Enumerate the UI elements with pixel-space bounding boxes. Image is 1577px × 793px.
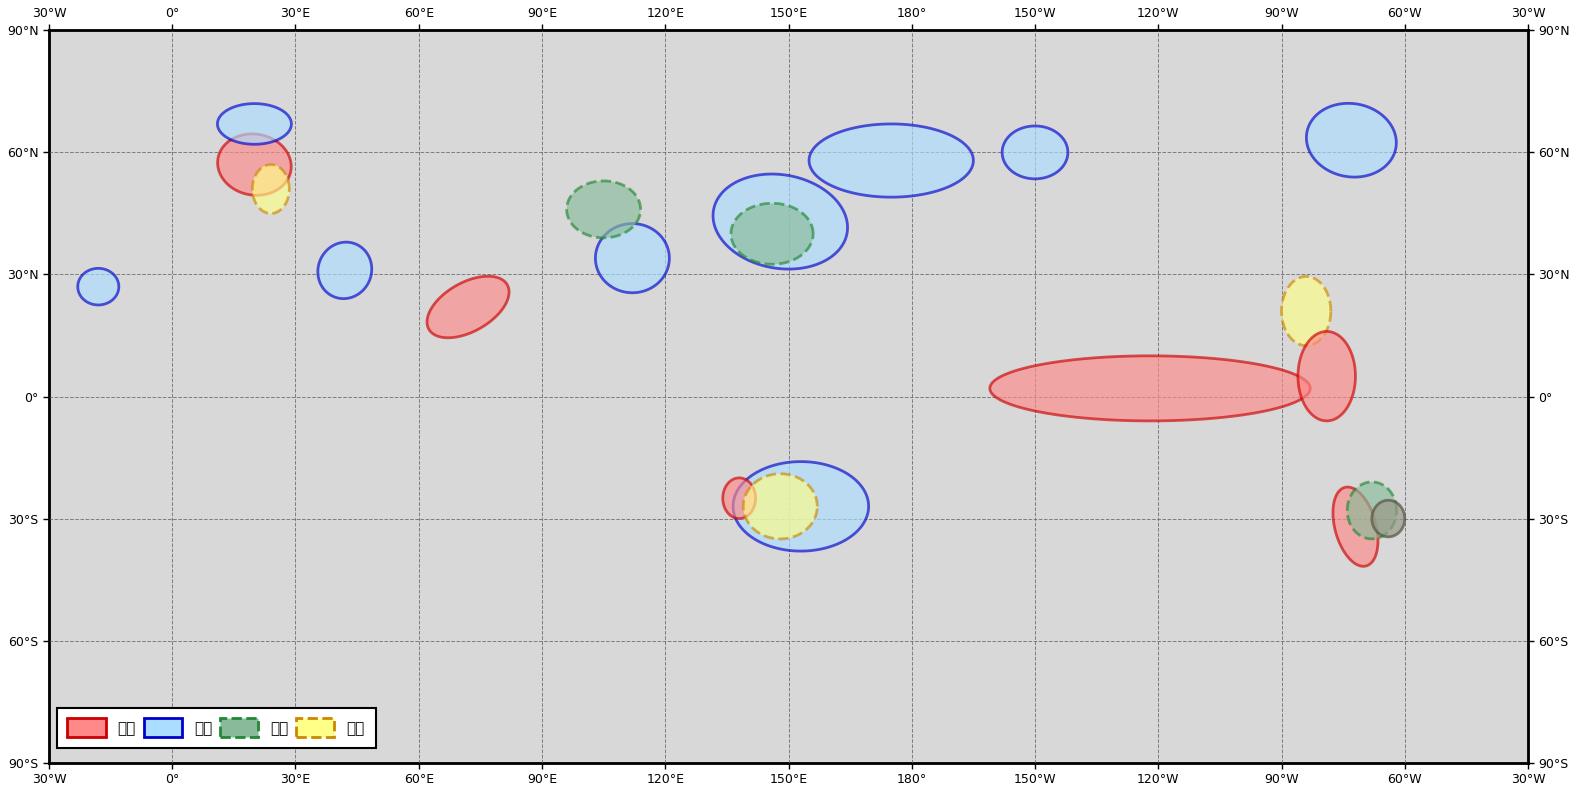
Legend: 高温, 低温, 多雨, 少雨: 高温, 低温, 多雨, 少雨 xyxy=(57,707,375,748)
Polygon shape xyxy=(1333,487,1378,566)
Polygon shape xyxy=(743,473,817,539)
Polygon shape xyxy=(218,104,292,144)
Polygon shape xyxy=(809,124,973,197)
FancyBboxPatch shape xyxy=(47,29,1530,764)
Polygon shape xyxy=(566,181,640,238)
Polygon shape xyxy=(218,134,292,195)
Polygon shape xyxy=(732,203,814,264)
Polygon shape xyxy=(596,224,669,293)
Polygon shape xyxy=(319,242,372,299)
Polygon shape xyxy=(1001,126,1068,179)
Polygon shape xyxy=(1347,482,1397,539)
Polygon shape xyxy=(1372,500,1405,537)
Polygon shape xyxy=(77,268,118,305)
Polygon shape xyxy=(1298,331,1356,421)
Polygon shape xyxy=(990,356,1310,421)
Polygon shape xyxy=(722,478,755,519)
Polygon shape xyxy=(1282,277,1331,346)
Polygon shape xyxy=(252,165,289,213)
Polygon shape xyxy=(713,174,847,269)
Polygon shape xyxy=(1306,103,1396,177)
Polygon shape xyxy=(733,462,869,551)
Polygon shape xyxy=(427,276,509,338)
